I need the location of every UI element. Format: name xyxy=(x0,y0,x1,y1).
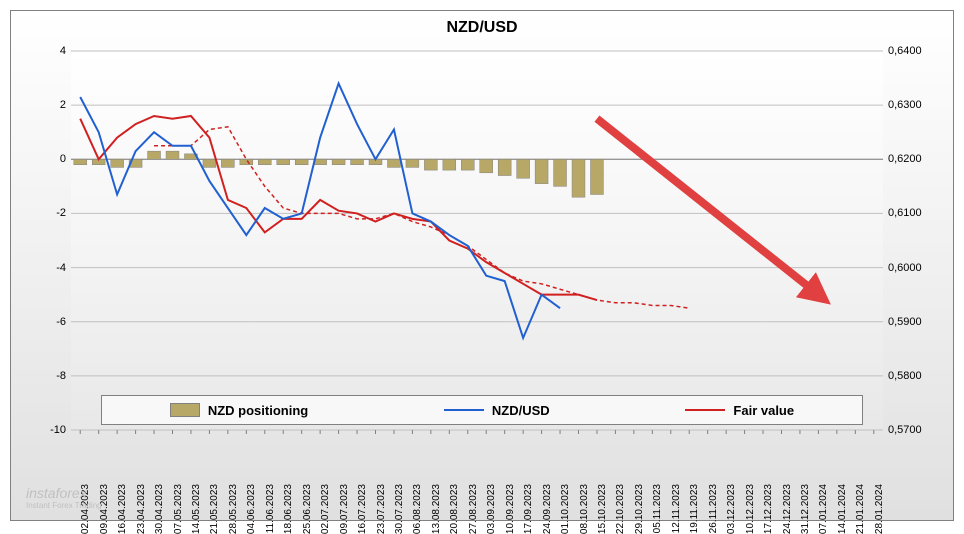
chart-title: NZD/USD xyxy=(11,11,953,37)
legend-item-positioning: NZD positioning xyxy=(170,403,308,418)
y-tick-right: 0,5700 xyxy=(888,424,943,436)
x-tick: 28.01.2024 xyxy=(874,484,885,534)
x-tick: 23.04.2023 xyxy=(136,484,147,534)
x-tick: 17.12.2023 xyxy=(763,484,774,534)
x-tick: 30.04.2023 xyxy=(154,484,165,534)
legend-line-icon-red xyxy=(685,409,725,411)
x-tick: 11.06.2023 xyxy=(265,484,276,533)
y-tick-left: -8 xyxy=(31,370,66,382)
x-tick: 24.09.2023 xyxy=(542,484,553,534)
y-tick-right: 0,6000 xyxy=(888,262,943,274)
x-tick: 30.07.2023 xyxy=(394,484,405,534)
x-tick: 16.04.2023 xyxy=(117,484,128,534)
y-tick-right: 0,6400 xyxy=(888,45,943,57)
watermark: instaforex Instant Forex Trading xyxy=(26,485,102,510)
legend-bar-icon xyxy=(170,403,200,417)
x-tick: 18.06.2023 xyxy=(283,484,294,534)
legend-item-nzdusd: NZD/USD xyxy=(444,403,550,418)
x-tick: 03.09.2023 xyxy=(486,484,497,534)
x-tick: 01.10.2023 xyxy=(560,484,571,534)
x-tick: 15.10.2023 xyxy=(597,484,608,534)
legend-line-icon-blue xyxy=(444,409,484,411)
y-axis-left: -10-8-6-4-2024 xyxy=(31,51,66,430)
x-tick: 21.05.2023 xyxy=(209,484,220,534)
chart-container: NZD/USD -10 -8 -6 -4 -2 0 2 4 0,5700 0,5800 0,590… xyxy=(10,10,954,521)
x-tick: 20.08.2023 xyxy=(449,484,460,534)
y-tick-right: 0,6200 xyxy=(888,153,943,165)
x-tick: 21.01.2024 xyxy=(855,484,866,534)
x-tick: 04.06.2023 xyxy=(246,484,257,534)
x-tick: 14.01.2024 xyxy=(837,484,848,534)
legend-label-positioning: NZD positioning xyxy=(208,403,308,418)
x-tick: 02.07.2023 xyxy=(320,484,331,534)
x-tick: 12.11.2023 xyxy=(671,484,682,533)
x-tick: 28.05.2023 xyxy=(228,484,239,534)
legend-label-nzdusd: NZD/USD xyxy=(492,403,550,418)
x-tick: 08.10.2023 xyxy=(579,484,590,534)
watermark-text: instaforex xyxy=(26,485,87,501)
x-tick: 14.05.2023 xyxy=(191,484,202,534)
y-tick-left: -10 xyxy=(31,424,66,436)
x-tick: 07.01.2024 xyxy=(818,484,829,534)
y-tick-right: 0,5900 xyxy=(888,316,943,328)
x-tick: 24.12.2023 xyxy=(782,484,793,534)
y-tick-left: -6 xyxy=(31,316,66,328)
x-tick: 10.09.2023 xyxy=(505,484,516,534)
y-tick-left: -4 xyxy=(31,262,66,274)
x-tick: 27.08.2023 xyxy=(468,484,479,534)
x-tick: 25.06.2023 xyxy=(302,484,313,534)
x-tick: 17.09.2023 xyxy=(523,484,534,534)
x-tick: 19.11.2023 xyxy=(689,484,700,533)
x-tick: 31.12.2023 xyxy=(800,484,811,534)
legend-label-fairvalue: Fair value xyxy=(733,403,794,418)
legend-item-fairvalue: Fair value xyxy=(685,403,794,418)
y-tick-right: 0,5800 xyxy=(888,370,943,382)
x-tick: 16.07.2023 xyxy=(357,484,368,534)
x-tick: 07.05.2023 xyxy=(173,484,184,534)
x-tick: 22.10.2023 xyxy=(615,484,626,534)
x-tick: 06.08.2023 xyxy=(412,484,423,534)
x-tick: 10.12.2023 xyxy=(745,484,756,534)
plot-area xyxy=(71,51,883,430)
y-tick-left: 4 xyxy=(31,45,66,57)
x-axis: 02.04.202309.04.202316.04.202323.04.2023… xyxy=(71,435,883,515)
y-tick-left: 0 xyxy=(31,153,66,165)
x-tick: 23.07.2023 xyxy=(376,484,387,534)
legend: NZD positioning NZD/USD Fair value xyxy=(101,395,863,425)
x-tick: 05.11.2023 xyxy=(652,484,663,533)
y-tick-right: 0,6300 xyxy=(888,99,943,111)
y-axis-right: 0,57000,58000,59000,60000,61000,62000,63… xyxy=(888,51,943,430)
x-tick: 09.07.2023 xyxy=(339,484,350,534)
x-tick: 03.12.2023 xyxy=(726,484,737,534)
x-tick: 29.10.2023 xyxy=(634,484,645,534)
x-tick: 13.08.2023 xyxy=(431,484,442,534)
y-tick-left: 2 xyxy=(31,99,66,111)
x-tick: 26.11.2023 xyxy=(708,484,719,533)
watermark-subtext: Instant Forex Trading xyxy=(26,501,102,510)
y-tick-right: 0,6100 xyxy=(888,207,943,219)
y-tick-left: -2 xyxy=(31,207,66,219)
chart-svg xyxy=(71,51,883,430)
